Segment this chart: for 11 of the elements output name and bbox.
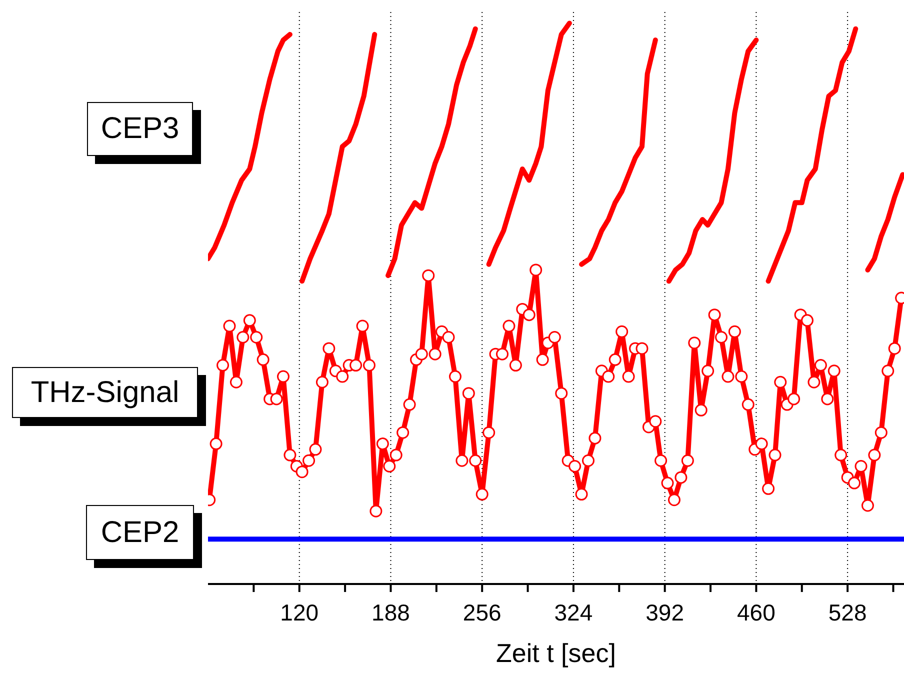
x-tick-label: 120	[280, 599, 319, 626]
x-tick-label: 256	[462, 599, 502, 626]
x-axis-title: Zeit t [sec]	[496, 638, 616, 668]
series-label: THz-Signal	[12, 367, 198, 418]
x-tick-label: 528	[828, 599, 867, 626]
x-tick-label: 188	[372, 599, 410, 626]
x-tick-label: 460	[737, 599, 776, 626]
text: CEP3	[87, 102, 193, 156]
x-tick-label: 392	[646, 599, 684, 626]
x-tick-label: 324	[554, 599, 593, 626]
series-label: CEP2	[86, 505, 194, 560]
